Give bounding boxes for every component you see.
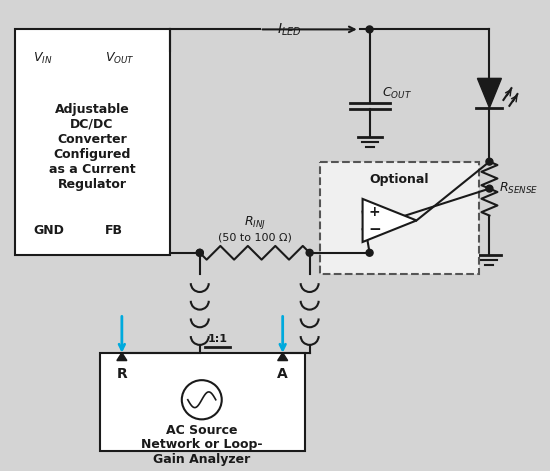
- Text: $I_{LED}$: $I_{LED}$: [277, 22, 302, 38]
- Circle shape: [306, 249, 313, 256]
- Text: A: A: [277, 367, 288, 382]
- Circle shape: [196, 249, 204, 256]
- Text: $R_{SENSE}$: $R_{SENSE}$: [499, 181, 539, 196]
- Circle shape: [366, 26, 373, 33]
- Text: 1:1: 1:1: [208, 334, 228, 344]
- Text: $C_{OUT}$: $C_{OUT}$: [382, 86, 411, 101]
- Text: AC Source: AC Source: [166, 424, 238, 437]
- Circle shape: [486, 158, 493, 165]
- Polygon shape: [362, 199, 416, 242]
- Polygon shape: [117, 353, 127, 361]
- Polygon shape: [278, 353, 288, 361]
- Text: Network or Loop-
Gain Analyzer: Network or Loop- Gain Analyzer: [141, 438, 262, 466]
- Text: Optional: Optional: [370, 173, 430, 187]
- Text: $R_{INJ}$: $R_{INJ}$: [244, 214, 266, 231]
- Text: −: −: [368, 222, 381, 237]
- Circle shape: [196, 249, 204, 256]
- Text: (50 to 100 Ω): (50 to 100 Ω): [218, 233, 292, 243]
- Text: $V_{IN}$: $V_{IN}$: [33, 51, 52, 66]
- Text: $V_{OUT}$: $V_{OUT}$: [105, 51, 135, 66]
- Polygon shape: [477, 78, 502, 108]
- Text: Adjustable
DC/DC
Converter
Configured
as a Current
Regulator: Adjustable DC/DC Converter Configured as…: [48, 103, 135, 191]
- FancyBboxPatch shape: [320, 162, 480, 274]
- Circle shape: [182, 380, 222, 419]
- Text: R: R: [117, 367, 127, 382]
- Circle shape: [486, 185, 493, 192]
- Text: FB: FB: [105, 224, 123, 237]
- Text: +: +: [368, 204, 380, 219]
- FancyBboxPatch shape: [100, 353, 305, 451]
- Circle shape: [366, 249, 373, 256]
- FancyBboxPatch shape: [15, 29, 170, 255]
- Text: GND: GND: [33, 224, 64, 237]
